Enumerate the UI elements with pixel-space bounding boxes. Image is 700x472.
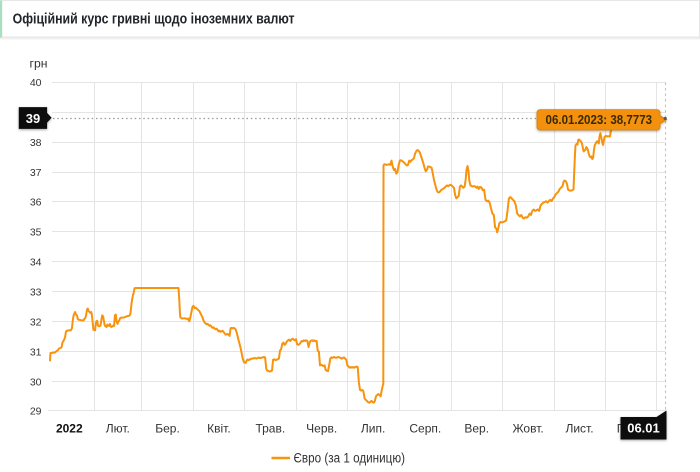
svg-text:32: 32 <box>30 317 42 329</box>
svg-text:06.01.2023: 38,7773: 06.01.2023: 38,7773 <box>546 113 653 127</box>
svg-text:06.01: 06.01 <box>627 421 660 436</box>
svg-text:29: 29 <box>30 406 42 418</box>
svg-text:грн: грн <box>30 57 48 71</box>
svg-text:30: 30 <box>30 377 42 389</box>
svg-text:2022: 2022 <box>56 422 83 436</box>
svg-text:34: 34 <box>30 257 42 269</box>
svg-text:Євро (за 1 одиницю): Євро (за 1 одиницю) <box>294 451 406 466</box>
svg-text:40: 40 <box>30 77 42 89</box>
svg-text:37: 37 <box>30 167 42 179</box>
svg-text:Серп.: Серп. <box>409 422 441 436</box>
svg-text:39: 39 <box>26 111 40 126</box>
svg-text:36: 36 <box>30 197 42 209</box>
svg-text:Лют.: Лют. <box>106 422 130 436</box>
svg-text:Лист.: Лист. <box>565 422 593 436</box>
svg-text:Лип.: Лип. <box>361 422 385 436</box>
svg-text:Квіт.: Квіт. <box>207 422 231 436</box>
svg-text:38: 38 <box>30 137 42 149</box>
svg-text:35: 35 <box>30 227 42 239</box>
svg-text:Черв.: Черв. <box>306 422 337 436</box>
svg-text:Офіційний курс гривні щодо іно: Офіційний курс гривні щодо іноземних вал… <box>13 12 295 28</box>
svg-text:31: 31 <box>30 347 42 359</box>
svg-text:Трав.: Трав. <box>255 422 285 436</box>
svg-text:Вер.: Вер. <box>464 422 489 436</box>
svg-text:33: 33 <box>30 287 42 299</box>
svg-text:Жовт.: Жовт. <box>512 422 543 436</box>
svg-text:Бер.: Бер. <box>155 422 180 436</box>
